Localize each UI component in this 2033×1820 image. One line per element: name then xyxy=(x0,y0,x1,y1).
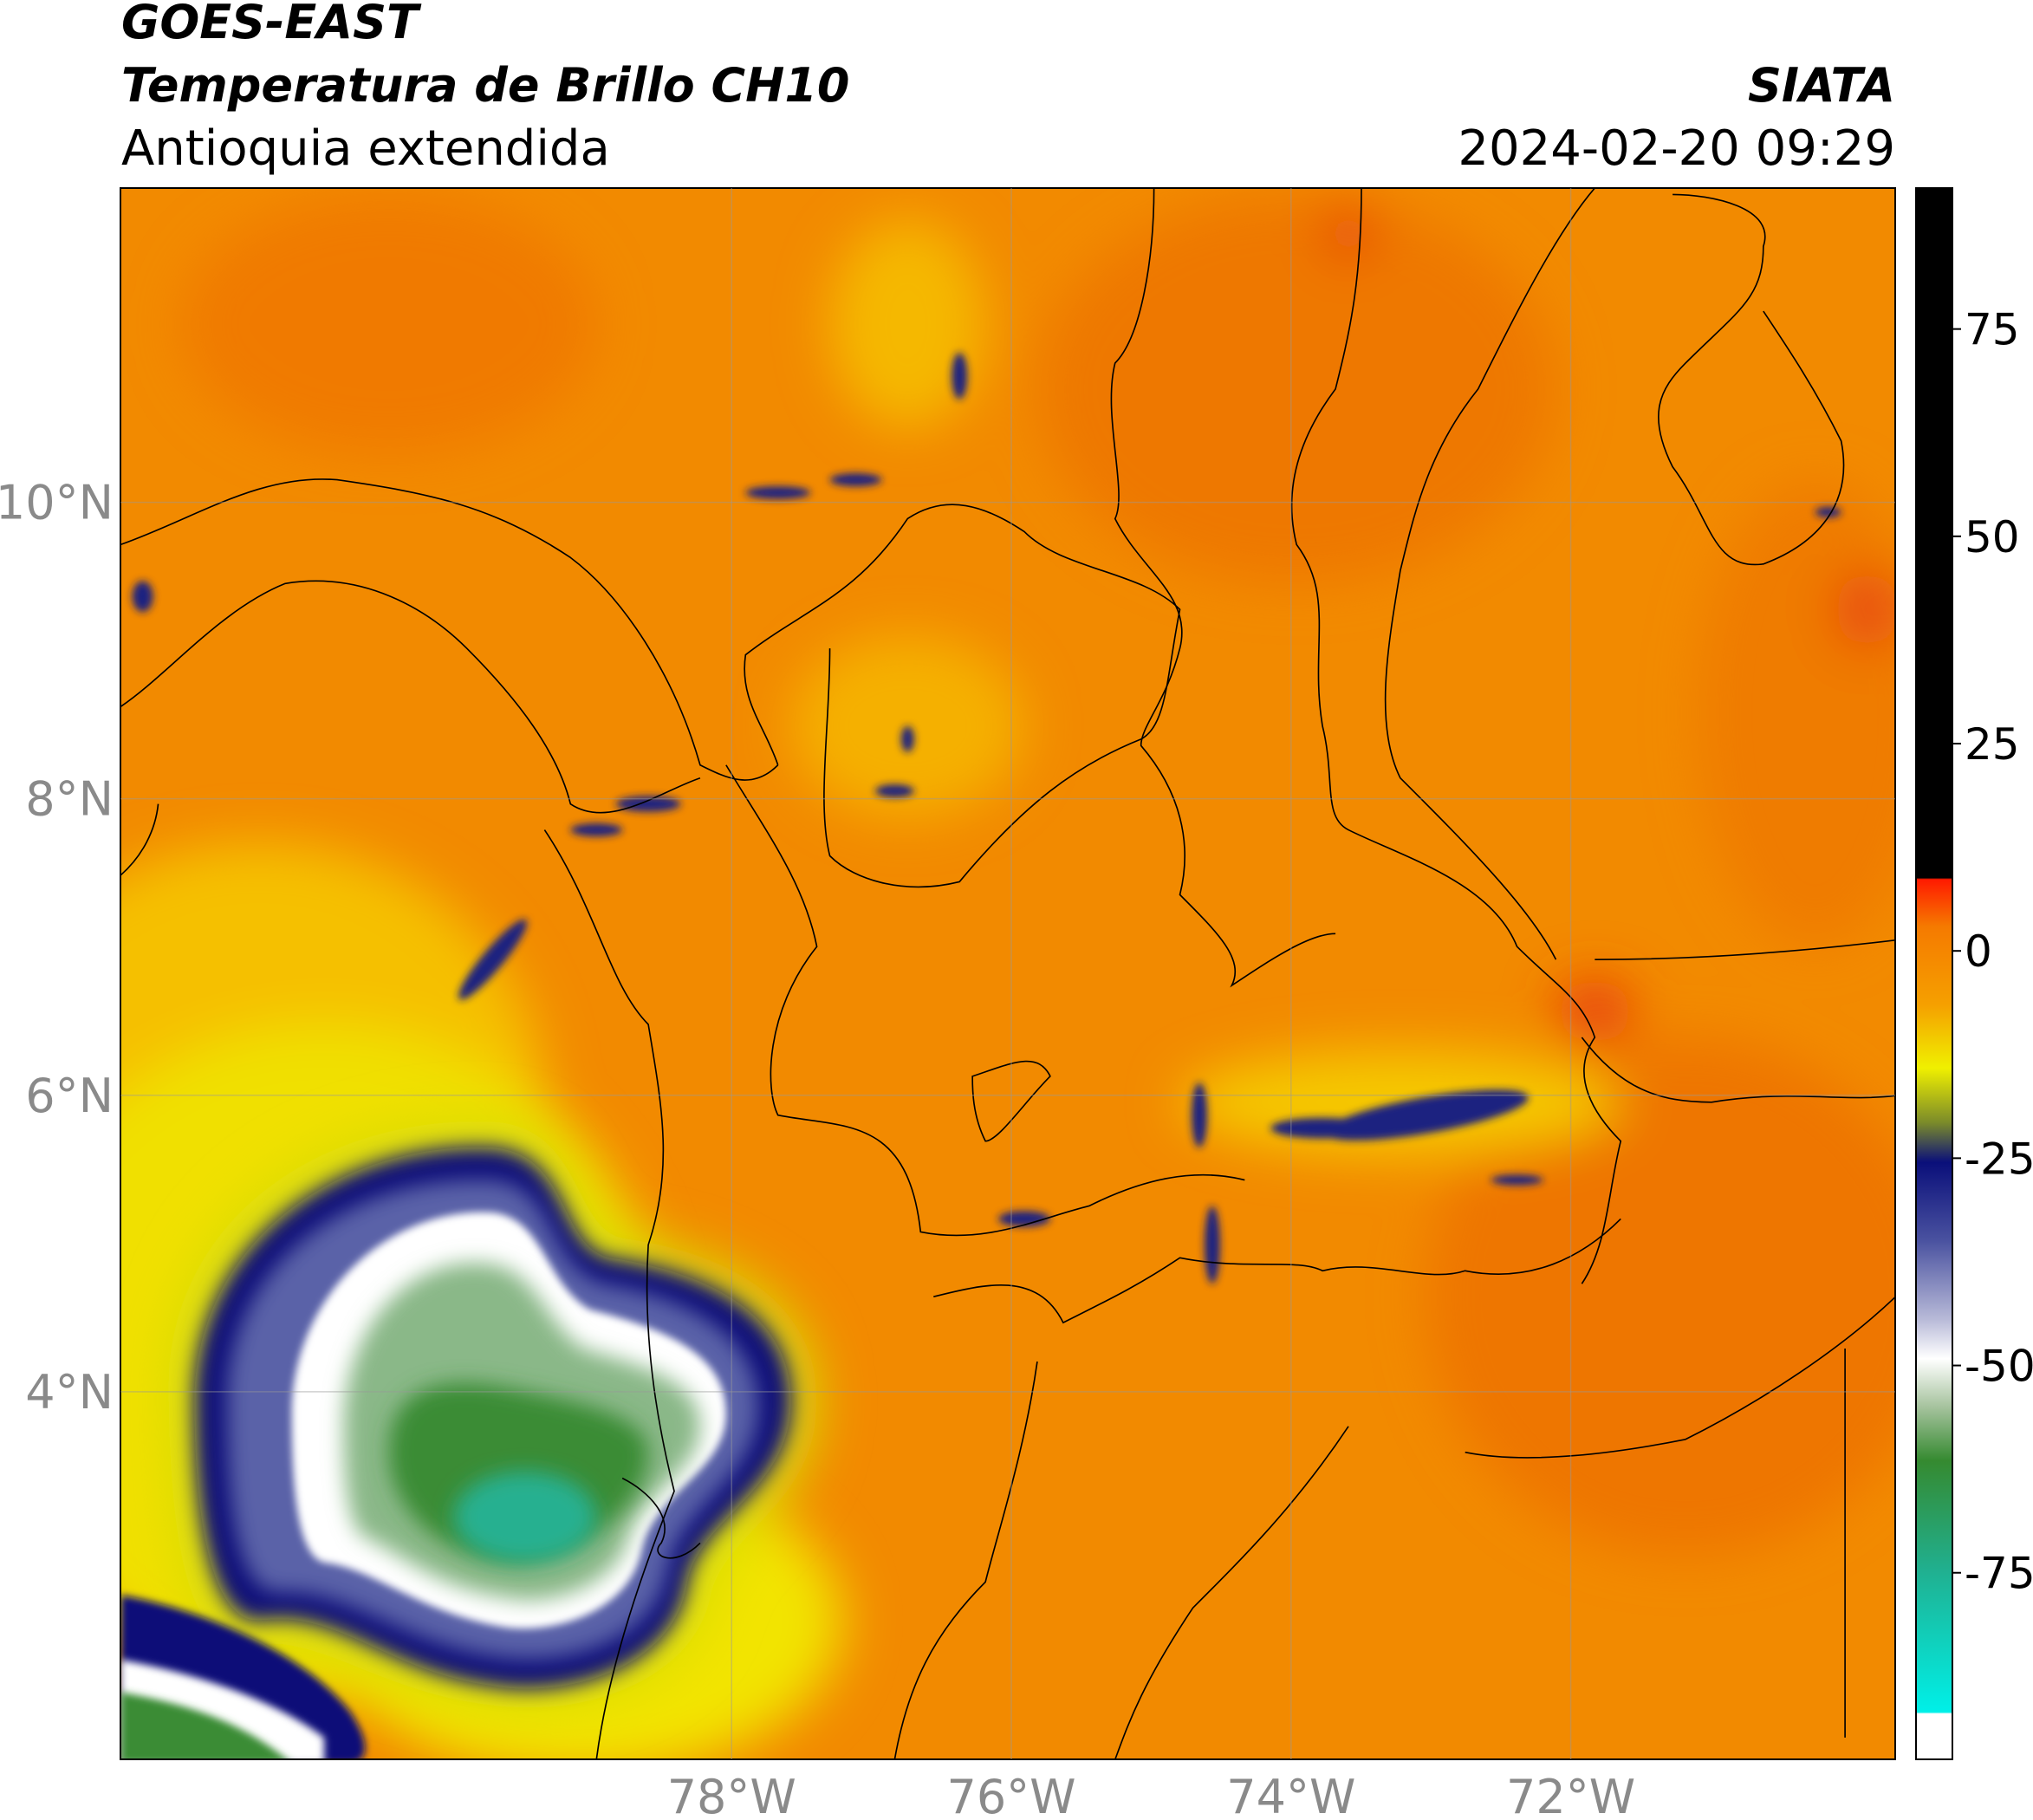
x-tick-label: 74°W xyxy=(1226,1770,1355,1820)
map xyxy=(120,188,1895,1759)
y-tick-label: 8°N xyxy=(25,772,114,827)
subtitle: Temperatura de Brillo CH10 xyxy=(121,58,850,113)
colorbar-tick-label: 75 xyxy=(1965,305,2020,355)
title: GOES-EAST xyxy=(121,0,422,49)
datetime: 2024-02-20 09:29 xyxy=(1458,120,1895,177)
colorbar-tick-label: -75 xyxy=(1965,1549,2033,1599)
imagery xyxy=(120,188,1895,1759)
y-tick-label: 6°N xyxy=(25,1069,114,1123)
colorbar-tick-label: 0 xyxy=(1965,926,1992,977)
x-tick-label: 72°W xyxy=(1506,1770,1635,1820)
borders xyxy=(120,188,1895,1759)
x-tick-label: 78°W xyxy=(667,1770,796,1820)
y-tick-label: 10°N xyxy=(0,476,114,530)
y-tick-label: 4°N xyxy=(25,1365,114,1420)
colorbar-tick-label: -25 xyxy=(1965,1134,2033,1184)
colorbar-tick-label: 25 xyxy=(1965,719,2020,770)
colorbar-tick-label: -50 xyxy=(1965,1342,2033,1392)
region: Antioquia extendida xyxy=(121,120,610,177)
x-tick-label: 76°W xyxy=(946,1770,1075,1820)
source: SIATA xyxy=(1748,58,1895,113)
map-frame xyxy=(120,187,1896,1760)
colorbar xyxy=(1915,187,1953,1760)
colorbar-tick-label: 50 xyxy=(1965,512,2020,562)
